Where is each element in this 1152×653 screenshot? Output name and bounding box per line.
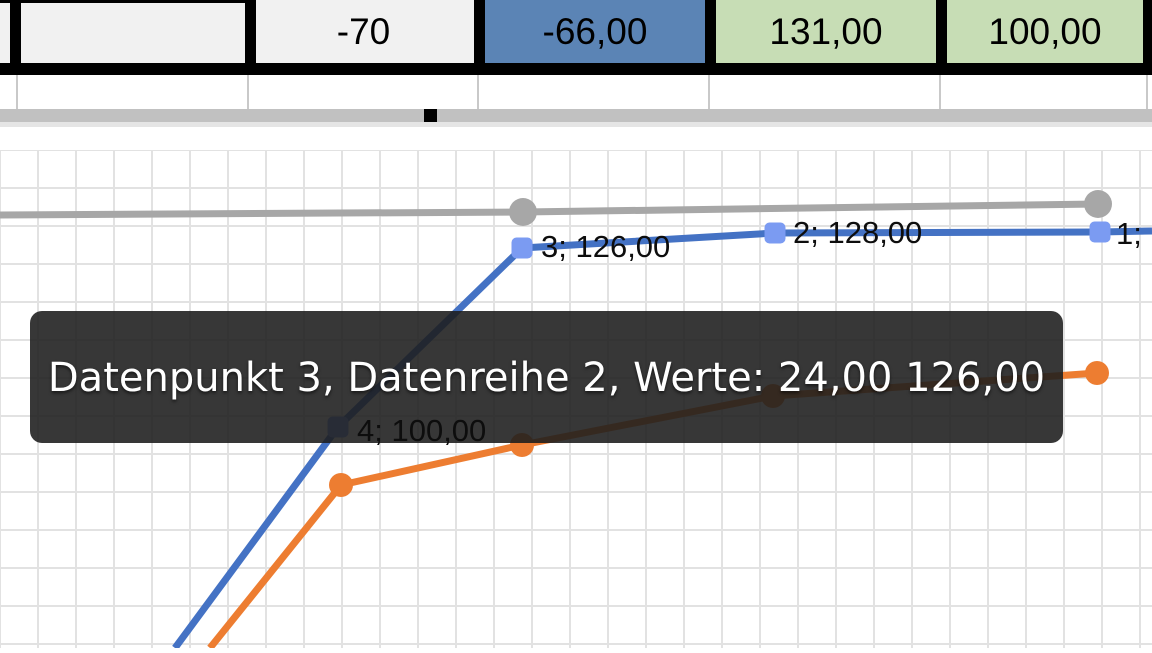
sheet-cell[interactable] — [21, 0, 245, 63]
chart-canvas[interactable]: 4; 100,00 3; 126,00 2; 128,00 1; Datenpunkt … — [0, 149, 1152, 651]
sheet-cell[interactable]: 100,00 — [947, 0, 1143, 63]
orange-series-marker[interactable] — [329, 473, 353, 497]
gray-series-line[interactable] — [0, 200, 1099, 219]
tooltip-text: Datenpunkt 3, Datenreihe 2, Werte: 24,00… — [48, 355, 1045, 401]
sheet-gridline — [477, 75, 479, 109]
sheet-cell[interactable]: 131,00 — [716, 0, 936, 63]
sheet-gridline — [16, 75, 18, 109]
sheet-gridline — [1146, 75, 1148, 109]
blue-series-marker[interactable] — [1089, 221, 1111, 243]
tooltip-bubble — [30, 311, 1063, 443]
sheet-cell[interactable] — [0, 0, 10, 63]
spreadsheet-area: -70 -66,00 131,00 100,00 — [0, 0, 1152, 150]
sheet-gridline — [247, 75, 249, 109]
sheet-row[interactable] — [0, 75, 1152, 109]
chart-object-edge-shadow — [0, 122, 1152, 127]
blue-series-marker[interactable] — [511, 237, 533, 259]
resize-handle[interactable] — [424, 109, 437, 122]
cell-bottom-border — [0, 63, 1152, 75]
cell-border — [705, 0, 716, 63]
sheet-cell[interactable]: -70 — [253, 0, 474, 63]
chart-plot-area[interactable]: 4; 100,00 3; 126,00 2; 128,00 1; Datenpunkt … — [0, 149, 1152, 651]
cell-border — [245, 0, 256, 63]
data-point-label: 1; — [1116, 216, 1142, 251]
chart-object-edge[interactable] — [0, 109, 1152, 122]
data-point-label: 4; 100,00 — [357, 413, 486, 448]
cell-border — [10, 0, 21, 63]
sheet-gridline — [939, 75, 941, 109]
gray-series-marker[interactable] — [509, 198, 537, 226]
cell-border — [1143, 0, 1152, 63]
sheet-cell[interactable]: -66,00 — [485, 0, 705, 63]
orange-series-marker[interactable] — [1085, 361, 1109, 385]
gray-series-marker[interactable] — [1084, 190, 1112, 218]
cell-border — [936, 0, 947, 63]
cell-top-border — [0, 0, 253, 3]
cell-border — [474, 0, 485, 63]
data-point-label: 3; 126,00 — [541, 229, 670, 264]
sheet-gridline — [708, 75, 710, 109]
data-point-label: 2; 128,00 — [793, 215, 922, 250]
blue-series-marker[interactable] — [764, 222, 786, 244]
